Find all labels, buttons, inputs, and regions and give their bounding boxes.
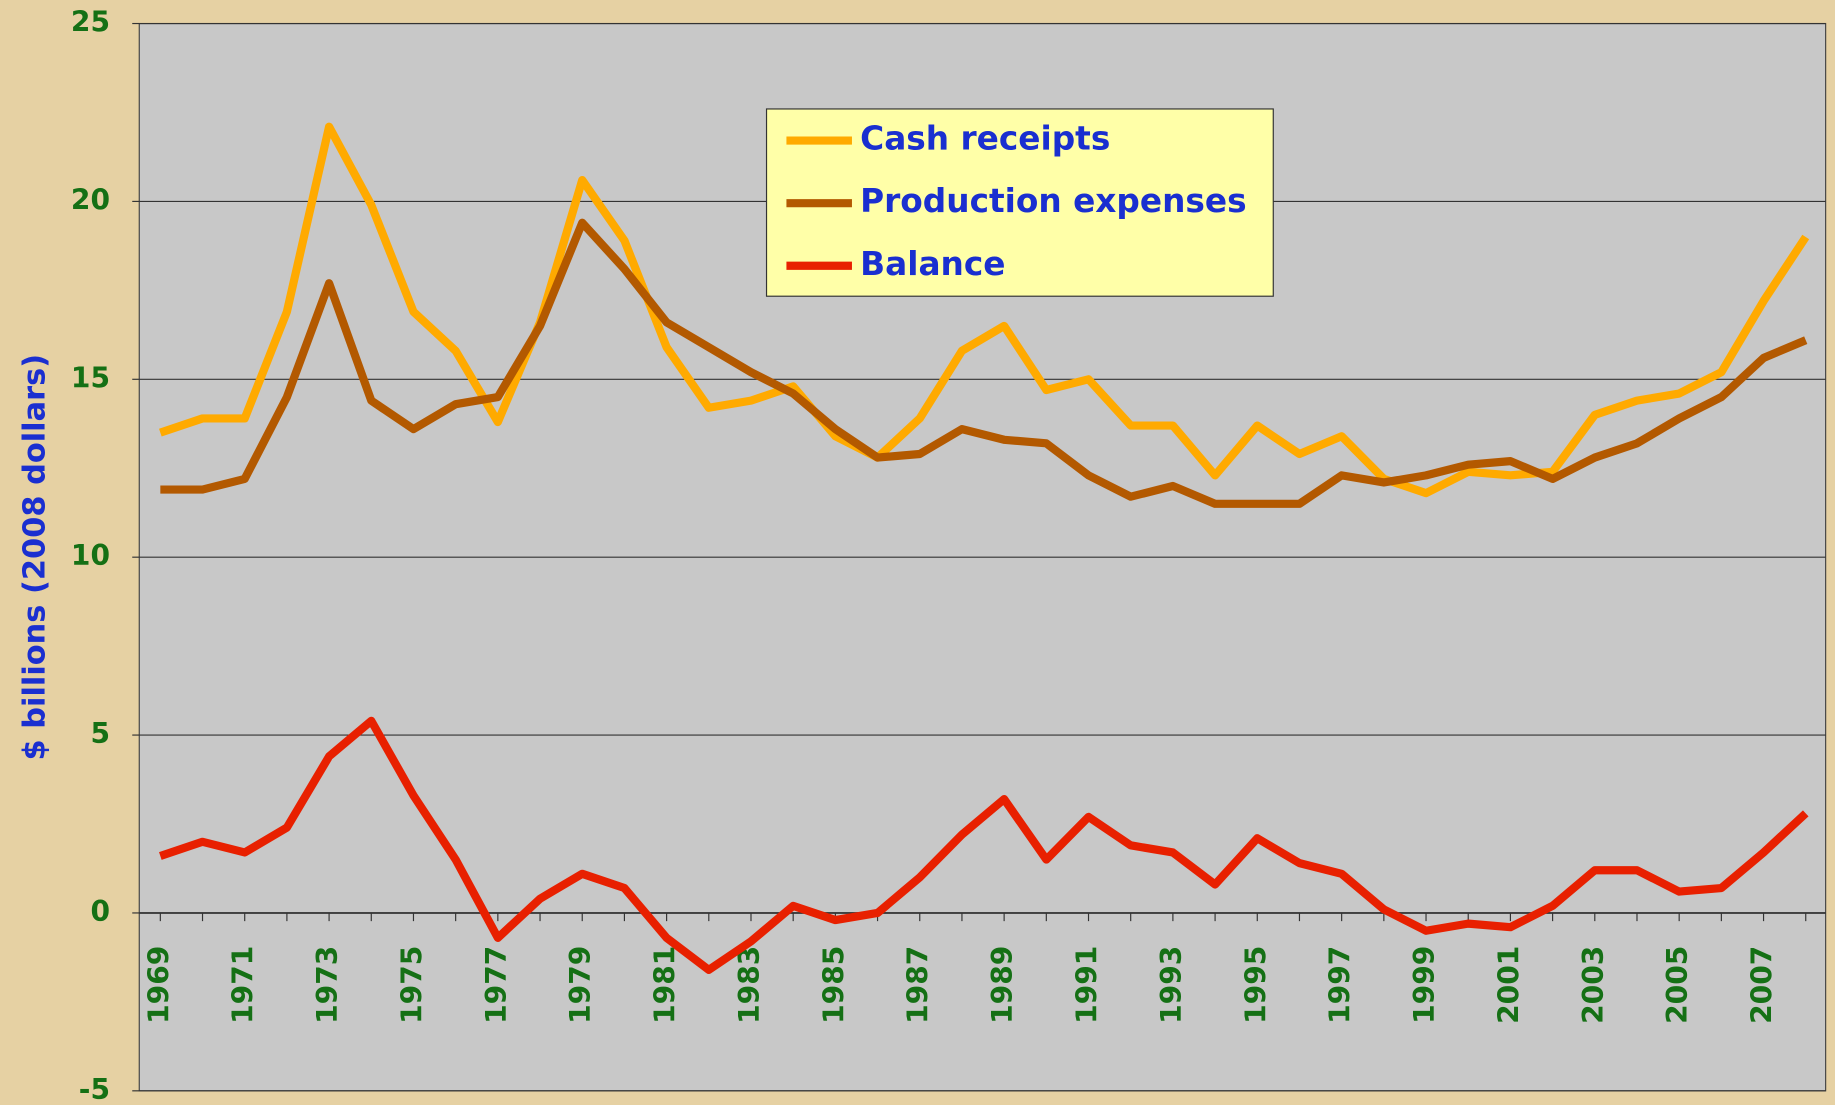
x-tick-label: 2001 [1492, 946, 1525, 1024]
x-tick-label: 1975 [395, 946, 428, 1024]
x-tick-label: 2005 [1661, 946, 1694, 1024]
legend-label: Production expenses [860, 182, 1246, 220]
y-tick-label: 5 [90, 717, 110, 750]
y-axis-label: $ billions (2008 dollars) [17, 354, 52, 761]
x-tick-label: 1979 [564, 946, 597, 1024]
y-tick-label: 15 [71, 361, 110, 394]
x-tick-label: 1987 [902, 946, 935, 1024]
x-tick-label: 1977 [480, 946, 513, 1024]
x-tick-label: 1989 [986, 946, 1019, 1024]
x-tick-label: 1973 [311, 946, 344, 1024]
x-tick-label: 1985 [817, 946, 850, 1024]
x-tick-label: 2003 [1577, 946, 1610, 1024]
y-tick-label: 25 [71, 6, 110, 39]
x-tick-label: 1983 [733, 946, 766, 1024]
x-tick-label: 1971 [227, 946, 260, 1024]
y-tick-label: 0 [90, 895, 110, 928]
y-tick-label: 10 [71, 539, 110, 572]
y-tick-label: 20 [71, 183, 110, 216]
x-tick-label: 1993 [1155, 946, 1188, 1024]
series-line [160, 218, 1808, 508]
x-tick-label: 1995 [1239, 946, 1272, 1024]
x-tick-label: 1999 [1408, 946, 1441, 1024]
legend-label: Cash receipts [860, 120, 1110, 158]
series-line [159, 716, 1809, 974]
x-tick-label: 1991 [1071, 946, 1104, 1024]
legend-label: Balance [860, 245, 1005, 283]
y-tick-label: -5 [79, 1073, 110, 1105]
x-tick-label: 2007 [1746, 946, 1779, 1024]
x-tick-label: 1969 [142, 946, 175, 1024]
x-tick-label: 1981 [649, 946, 682, 1024]
x-tick-label: 1997 [1324, 946, 1357, 1024]
